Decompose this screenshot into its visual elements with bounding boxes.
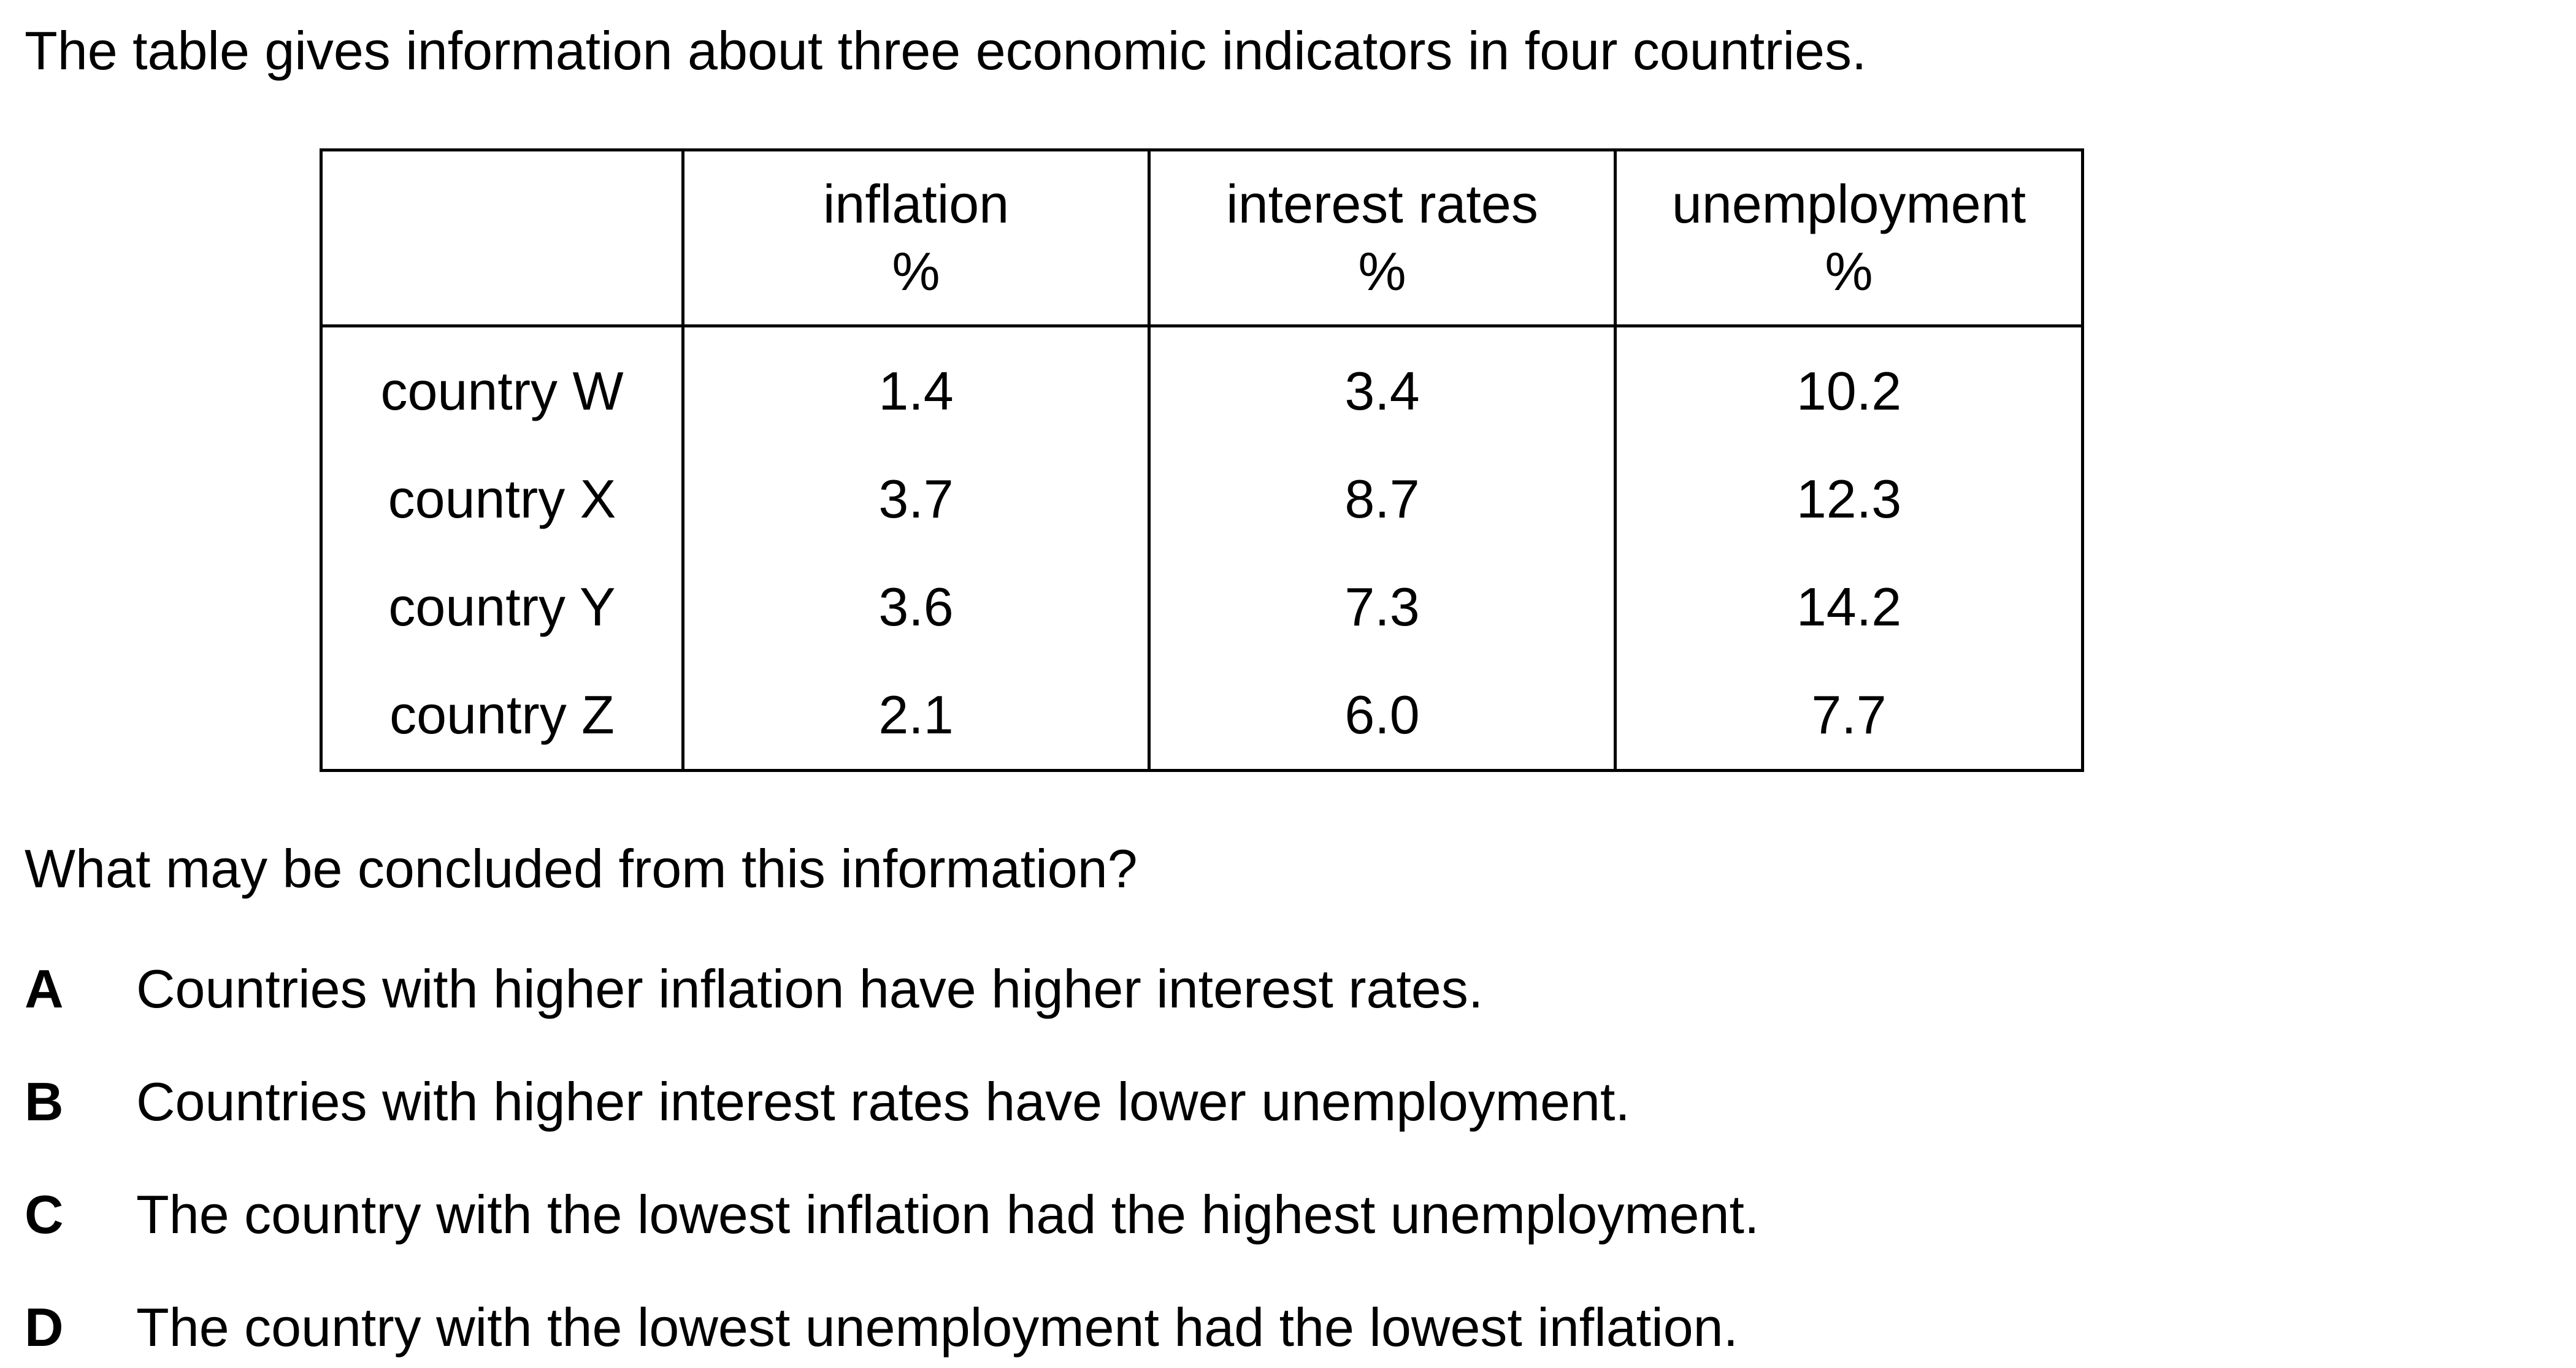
option-text: The country with the lowest inflation ha… bbox=[136, 1184, 1760, 1245]
option-d: D The country with the lowest unemploymen… bbox=[25, 1294, 1738, 1361]
header-interest-rates-unit: % bbox=[1358, 241, 1406, 302]
intro-text: The table gives information about three … bbox=[25, 20, 1867, 81]
option-c: C The country with the lowest inflation h… bbox=[25, 1181, 1759, 1248]
header-interest-rates-label: interest rates bbox=[1226, 174, 1538, 234]
indicators-table: inflation % interest rates % unemploymen… bbox=[320, 148, 2084, 772]
interest-rate-cell: 6.0 bbox=[1148, 661, 1617, 772]
header-inflation-unit: % bbox=[892, 241, 940, 302]
inflation-cell: 2.1 bbox=[681, 661, 1151, 772]
option-letter: C bbox=[25, 1184, 64, 1245]
country-name-cell: country Z bbox=[320, 661, 684, 772]
country-name-cell: country W bbox=[320, 326, 684, 445]
header-unemployment-unit: % bbox=[1825, 241, 1873, 302]
table-row: country Y 3.6 7.3 14.2 bbox=[320, 553, 2084, 661]
country-name-cell: country X bbox=[320, 445, 684, 553]
interest-rate-cell: 7.3 bbox=[1148, 553, 1617, 661]
question-text: What may be concluded from this informat… bbox=[25, 838, 1138, 899]
unemployment-cell: 14.2 bbox=[1614, 553, 2084, 661]
header-cell-unemployment: unemployment % bbox=[1614, 148, 2084, 327]
table-row: country Z 2.1 6.0 7.7 bbox=[320, 661, 2084, 772]
option-text: Countries with higher interest rates hav… bbox=[136, 1071, 1630, 1132]
header-cell-interest-rates: interest rates % bbox=[1148, 148, 1617, 327]
interest-rate-cell: 3.4 bbox=[1148, 326, 1617, 445]
option-letter: B bbox=[25, 1071, 64, 1132]
option-letter: D bbox=[25, 1297, 64, 1358]
option-letter: A bbox=[25, 958, 64, 1019]
header-unemployment-label: unemployment bbox=[1671, 174, 2026, 234]
header-cell-empty bbox=[320, 148, 684, 327]
country-name-cell: country Y bbox=[320, 553, 684, 661]
option-a: A Countries with higher inflation have hi… bbox=[25, 955, 1483, 1023]
table-header-row: inflation % interest rates % unemploymen… bbox=[320, 148, 2084, 327]
unemployment-cell: 7.7 bbox=[1614, 661, 2084, 772]
option-text: Countries with higher inflation have hig… bbox=[136, 958, 1484, 1019]
option-text: The country with the lowest unemployment… bbox=[136, 1297, 1739, 1358]
inflation-cell: 1.4 bbox=[681, 326, 1151, 445]
unemployment-cell: 10.2 bbox=[1614, 326, 2084, 445]
interest-rate-cell: 8.7 bbox=[1148, 445, 1617, 553]
inflation-cell: 3.6 bbox=[681, 553, 1151, 661]
header-inflation-label: inflation bbox=[822, 174, 1010, 234]
unemployment-cell: 12.3 bbox=[1614, 445, 2084, 553]
inflation-cell: 3.7 bbox=[681, 445, 1151, 553]
table-row: country X 3.7 8.7 12.3 bbox=[320, 445, 2084, 553]
table-row: country W 1.4 3.4 10.2 bbox=[320, 326, 2084, 445]
option-b: B Countries with higher interest rates ha… bbox=[25, 1068, 1630, 1136]
header-cell-inflation: inflation % bbox=[681, 148, 1151, 327]
